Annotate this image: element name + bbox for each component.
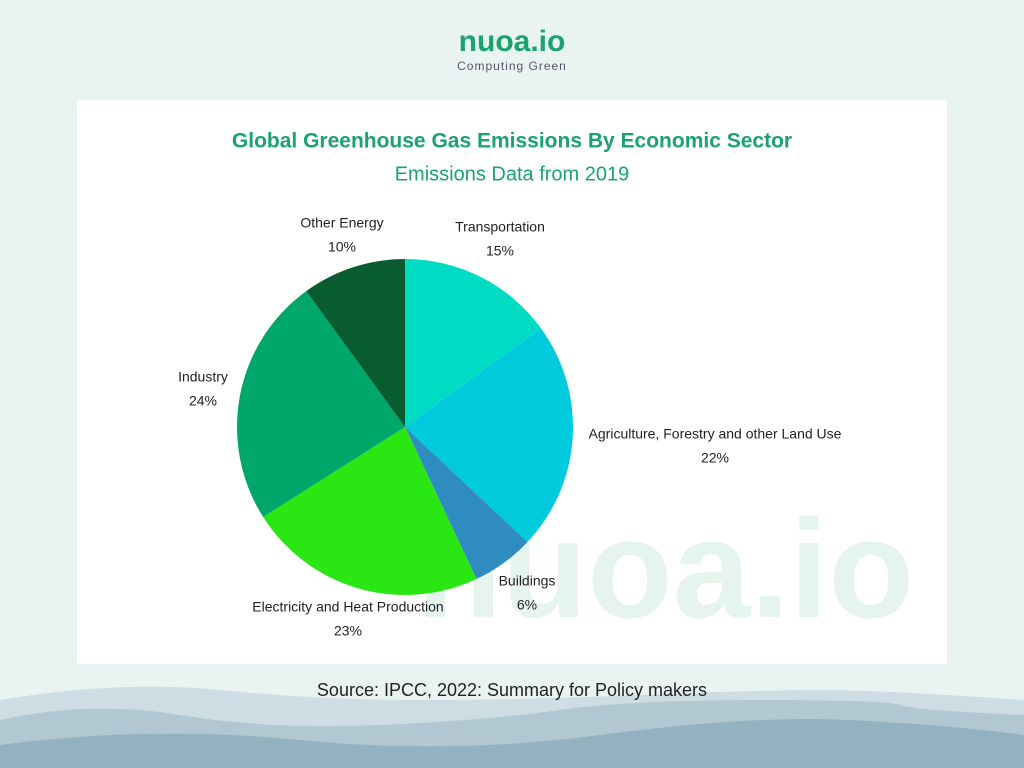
source-note: Source: IPCC, 2022: Summary for Policy m… bbox=[317, 680, 707, 700]
tagline: Computing Green bbox=[457, 59, 567, 73]
slice-label: Other Energy bbox=[300, 215, 383, 231]
slice-value-label: 6% bbox=[517, 597, 537, 613]
pie bbox=[237, 259, 573, 595]
chart-subtitle: Emissions Data from 2019 bbox=[395, 163, 630, 185]
chart-title: Global Greenhouse Gas Emissions By Econo… bbox=[232, 130, 792, 153]
slice-label: Industry bbox=[178, 369, 228, 385]
pie-slice bbox=[237, 291, 405, 518]
slice-label: Buildings bbox=[499, 573, 556, 589]
pie-slice bbox=[306, 259, 405, 427]
pie-slice bbox=[263, 427, 477, 595]
slice-label: Agriculture, Forestry and other Land Use bbox=[589, 426, 842, 442]
slice-label: Electricity and Heat Production bbox=[252, 599, 443, 615]
slice-value-label: 15% bbox=[486, 243, 514, 259]
pie-slice bbox=[405, 427, 528, 580]
slice-value-label: 24% bbox=[189, 393, 217, 409]
slice-label: Transportation bbox=[455, 219, 545, 235]
slice-value-label: 10% bbox=[328, 239, 356, 255]
slice-value-label: 23% bbox=[334, 623, 362, 639]
pie-slice bbox=[405, 259, 541, 427]
slice-value-label: 22% bbox=[701, 450, 729, 466]
pie-slice bbox=[405, 328, 573, 543]
logo: nuoa.io bbox=[459, 25, 566, 58]
mountain-background bbox=[0, 686, 1024, 768]
